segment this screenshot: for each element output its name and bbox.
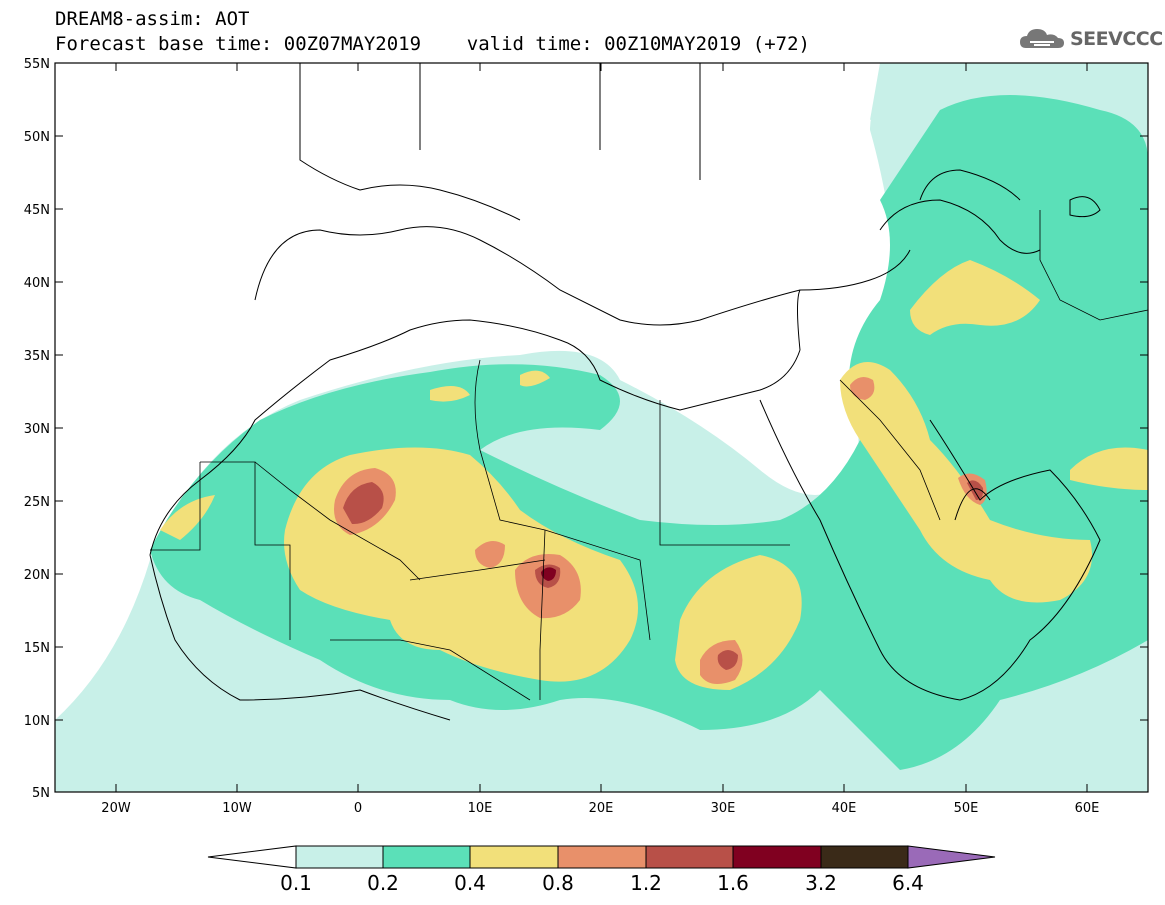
axis-ticks (55, 62, 1148, 792)
colorbar-segment (820, 845, 909, 869)
seevccc-logo: SEEVCCC (1018, 24, 1163, 54)
lat-label: 50N (24, 130, 50, 145)
lat-label: 10N (24, 714, 50, 729)
lon-label: 60E (1075, 801, 1100, 816)
lon-label: 20W (101, 801, 131, 816)
colorbar-segment (732, 845, 822, 869)
colorbar-label: 0.8 (542, 871, 574, 895)
aot-field (55, 63, 1148, 792)
colorbar-label: 0.4 (454, 871, 486, 895)
chart-title: DREAM8-assim: AOT (55, 8, 250, 30)
longitude-labels: 20W 10W 0 10E 20E 30E 40E 50E 60E (101, 801, 1099, 816)
lat-label: 25N (24, 495, 50, 510)
coastlines (149, 63, 1101, 721)
lat-label: 20N (24, 568, 50, 583)
colorbar-segment (645, 845, 734, 869)
lat-label: 40N (24, 276, 50, 291)
lon-label: 10W (222, 801, 252, 816)
colorbar-segment-below (207, 845, 297, 869)
colorbar (207, 845, 996, 869)
colorbar-label: 1.2 (630, 871, 662, 895)
lat-label: 35N (24, 349, 50, 364)
colorbar-label: 6.4 (892, 871, 924, 895)
colorbar-segment-above (907, 845, 996, 869)
lat-label: 55N (24, 57, 50, 72)
logo-text: SEEVCCC (1070, 28, 1163, 50)
lon-label: 20E (589, 801, 614, 816)
aot-level-1.6 (541, 567, 556, 581)
forecast-time-line: Forecast base time: 00Z07MAY2019 valid t… (55, 33, 810, 55)
lon-label: 10E (468, 801, 493, 816)
colorbar-label: 1.6 (717, 871, 749, 895)
lat-label: 45N (24, 203, 50, 218)
lat-label: 30N (24, 422, 50, 437)
colorbar-label: 3.2 (805, 871, 837, 895)
colorbar-label: 0.2 (367, 871, 399, 895)
lat-label: 5N (32, 786, 50, 801)
lon-label: 40E (832, 801, 857, 816)
colorbar-segment (557, 845, 647, 869)
colorbar-segment (469, 845, 559, 869)
lon-label: 30E (711, 801, 736, 816)
cloud-icon (1020, 29, 1064, 48)
lon-label: 50E (954, 801, 979, 816)
colorbar-labels: 0.1 0.2 0.4 0.8 1.2 1.6 3.2 6.4 (280, 871, 924, 895)
lon-label: 0 (354, 801, 362, 816)
latitude-labels: 55N 50N 45N 40N 35N 30N 25N 20N 15N 10N … (24, 57, 50, 801)
country-borders (150, 210, 1148, 701)
lat-label: 15N (24, 641, 50, 656)
colorbar-segment (295, 845, 384, 869)
colorbar-label: 0.1 (280, 871, 312, 895)
colorbar-segment (382, 845, 471, 869)
